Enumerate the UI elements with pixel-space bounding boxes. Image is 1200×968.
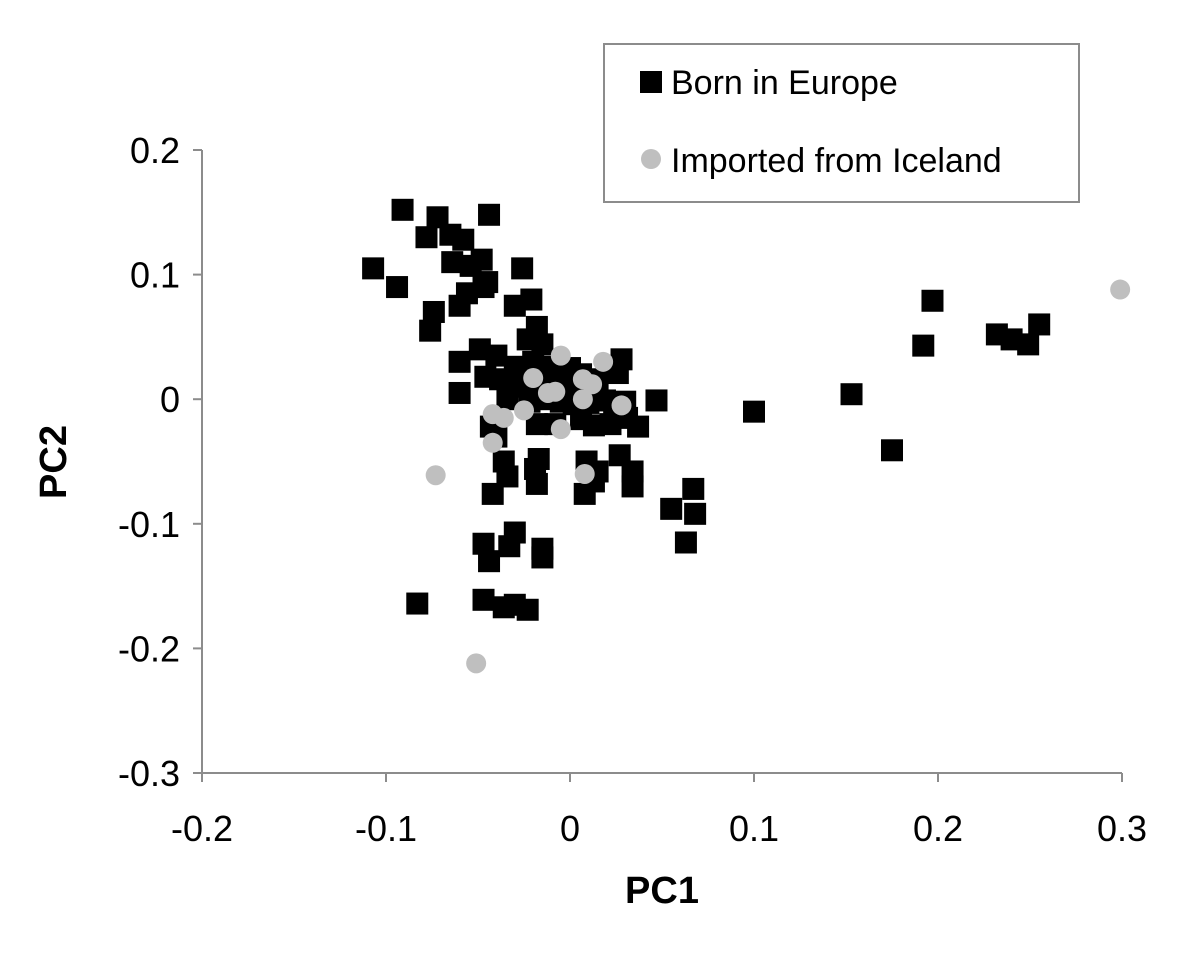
point-born-in-europe xyxy=(478,550,501,573)
point-imported-from-iceland xyxy=(466,653,487,674)
point-born-in-europe xyxy=(1017,333,1040,356)
point-born-in-europe xyxy=(645,389,668,412)
point-imported-from-iceland xyxy=(514,400,534,421)
point-born-in-europe xyxy=(452,228,475,251)
point-born-in-europe xyxy=(921,289,944,312)
point-born-in-europe xyxy=(531,333,554,356)
x-tick-label: 0.3 xyxy=(1097,808,1147,849)
axes xyxy=(201,150,1122,774)
legend-box xyxy=(603,43,1080,203)
point-born-in-europe xyxy=(621,475,644,498)
x-axis-title: PC1 xyxy=(625,870,699,912)
legend-label-imported-from-iceland: Imported from Iceland xyxy=(671,142,1002,180)
point-born-in-europe xyxy=(496,388,519,411)
x-ticks: -0.2 -0.1 0 0.1 0.2 0.3 xyxy=(171,773,1147,849)
point-born-in-europe xyxy=(472,532,495,555)
point-born-in-europe xyxy=(422,300,445,323)
point-imported-from-iceland xyxy=(582,374,603,395)
point-born-in-europe xyxy=(391,198,414,221)
point-born-in-europe xyxy=(582,414,605,437)
x-tick-label: -0.2 xyxy=(171,808,233,849)
point-born-in-europe xyxy=(415,226,438,249)
point-imported-from-iceland xyxy=(550,419,571,440)
x-tick-label: -0.1 xyxy=(355,808,417,849)
point-born-in-europe xyxy=(472,588,495,611)
point-born-in-europe xyxy=(448,381,471,404)
point-born-in-europe xyxy=(684,502,707,525)
point-born-in-europe xyxy=(386,276,409,299)
point-born-in-europe xyxy=(455,282,478,305)
point-born-in-europe xyxy=(362,257,385,280)
point-born-in-europe xyxy=(503,294,526,317)
point-born-in-europe xyxy=(481,482,504,505)
point-born-in-europe xyxy=(419,319,442,342)
point-imported-from-iceland xyxy=(545,381,566,402)
y-tick-label: 0.2 xyxy=(130,130,180,171)
y-tick-label: -0.3 xyxy=(118,753,180,794)
point-born-in-europe xyxy=(881,439,903,462)
point-born-in-europe xyxy=(525,472,548,495)
x-tick-label: 0 xyxy=(560,808,580,849)
point-imported-from-iceland xyxy=(1110,279,1131,300)
point-born-in-europe xyxy=(485,344,508,367)
y-tick-label: -0.2 xyxy=(118,628,180,669)
point-born-in-europe xyxy=(511,257,534,280)
point-imported-from-iceland xyxy=(523,368,544,389)
y-axis-title: PC2 xyxy=(33,425,75,499)
point-imported-from-iceland xyxy=(574,463,595,484)
point-born-in-europe xyxy=(531,546,554,569)
x-tick-label: 0.1 xyxy=(729,808,779,849)
point-born-in-europe xyxy=(610,348,633,371)
y-tick-label: 0.1 xyxy=(130,255,180,296)
point-born-in-europe xyxy=(840,383,863,406)
legend-label-born-in-europe: Born in Europe xyxy=(671,64,898,102)
point-born-in-europe xyxy=(1000,328,1023,351)
point-born-in-europe xyxy=(478,203,501,226)
point-born-in-europe xyxy=(674,531,697,554)
point-born-in-europe xyxy=(496,465,519,488)
point-born-in-europe xyxy=(527,448,550,471)
y-tick-label: -0.1 xyxy=(118,504,180,545)
point-born-in-europe xyxy=(743,400,765,423)
point-imported-from-iceland xyxy=(493,407,514,428)
point-imported-from-iceland xyxy=(611,395,632,416)
point-imported-from-iceland xyxy=(572,389,593,410)
point-born-in-europe xyxy=(599,413,622,436)
y-tick-label: 0 xyxy=(160,379,180,420)
point-born-in-europe xyxy=(441,251,464,274)
point-born-in-europe xyxy=(660,497,683,520)
points-layer xyxy=(362,198,1131,674)
point-born-in-europe xyxy=(912,334,935,357)
point-born-in-europe xyxy=(468,338,491,361)
legend: Born in Europe Imported from Iceland xyxy=(603,43,1080,203)
point-born-in-europe xyxy=(472,276,495,299)
point-imported-from-iceland xyxy=(425,465,446,486)
point-imported-from-iceland xyxy=(482,432,503,453)
point-imported-from-iceland xyxy=(550,345,571,366)
x-tick-label: 0.2 xyxy=(913,808,963,849)
legend-marker-imported-from-iceland xyxy=(641,149,661,169)
point-born-in-europe xyxy=(520,288,543,311)
point-born-in-europe xyxy=(498,535,521,558)
y-ticks: -0.3 -0.2 -0.1 0 0.1 0.2 xyxy=(118,130,202,794)
point-born-in-europe xyxy=(426,206,449,229)
point-born-in-europe xyxy=(627,415,650,438)
point-born-in-europe xyxy=(448,350,471,373)
point-born-in-europe xyxy=(516,598,539,621)
point-imported-from-iceland xyxy=(593,351,614,372)
legend-marker-born-in-europe xyxy=(640,71,662,93)
point-born-in-europe xyxy=(682,477,705,500)
point-born-in-europe xyxy=(1028,313,1051,336)
point-born-in-europe xyxy=(573,482,596,505)
point-born-in-europe xyxy=(525,413,548,436)
point-born-in-europe xyxy=(470,248,493,271)
point-born-in-europe xyxy=(406,592,429,615)
